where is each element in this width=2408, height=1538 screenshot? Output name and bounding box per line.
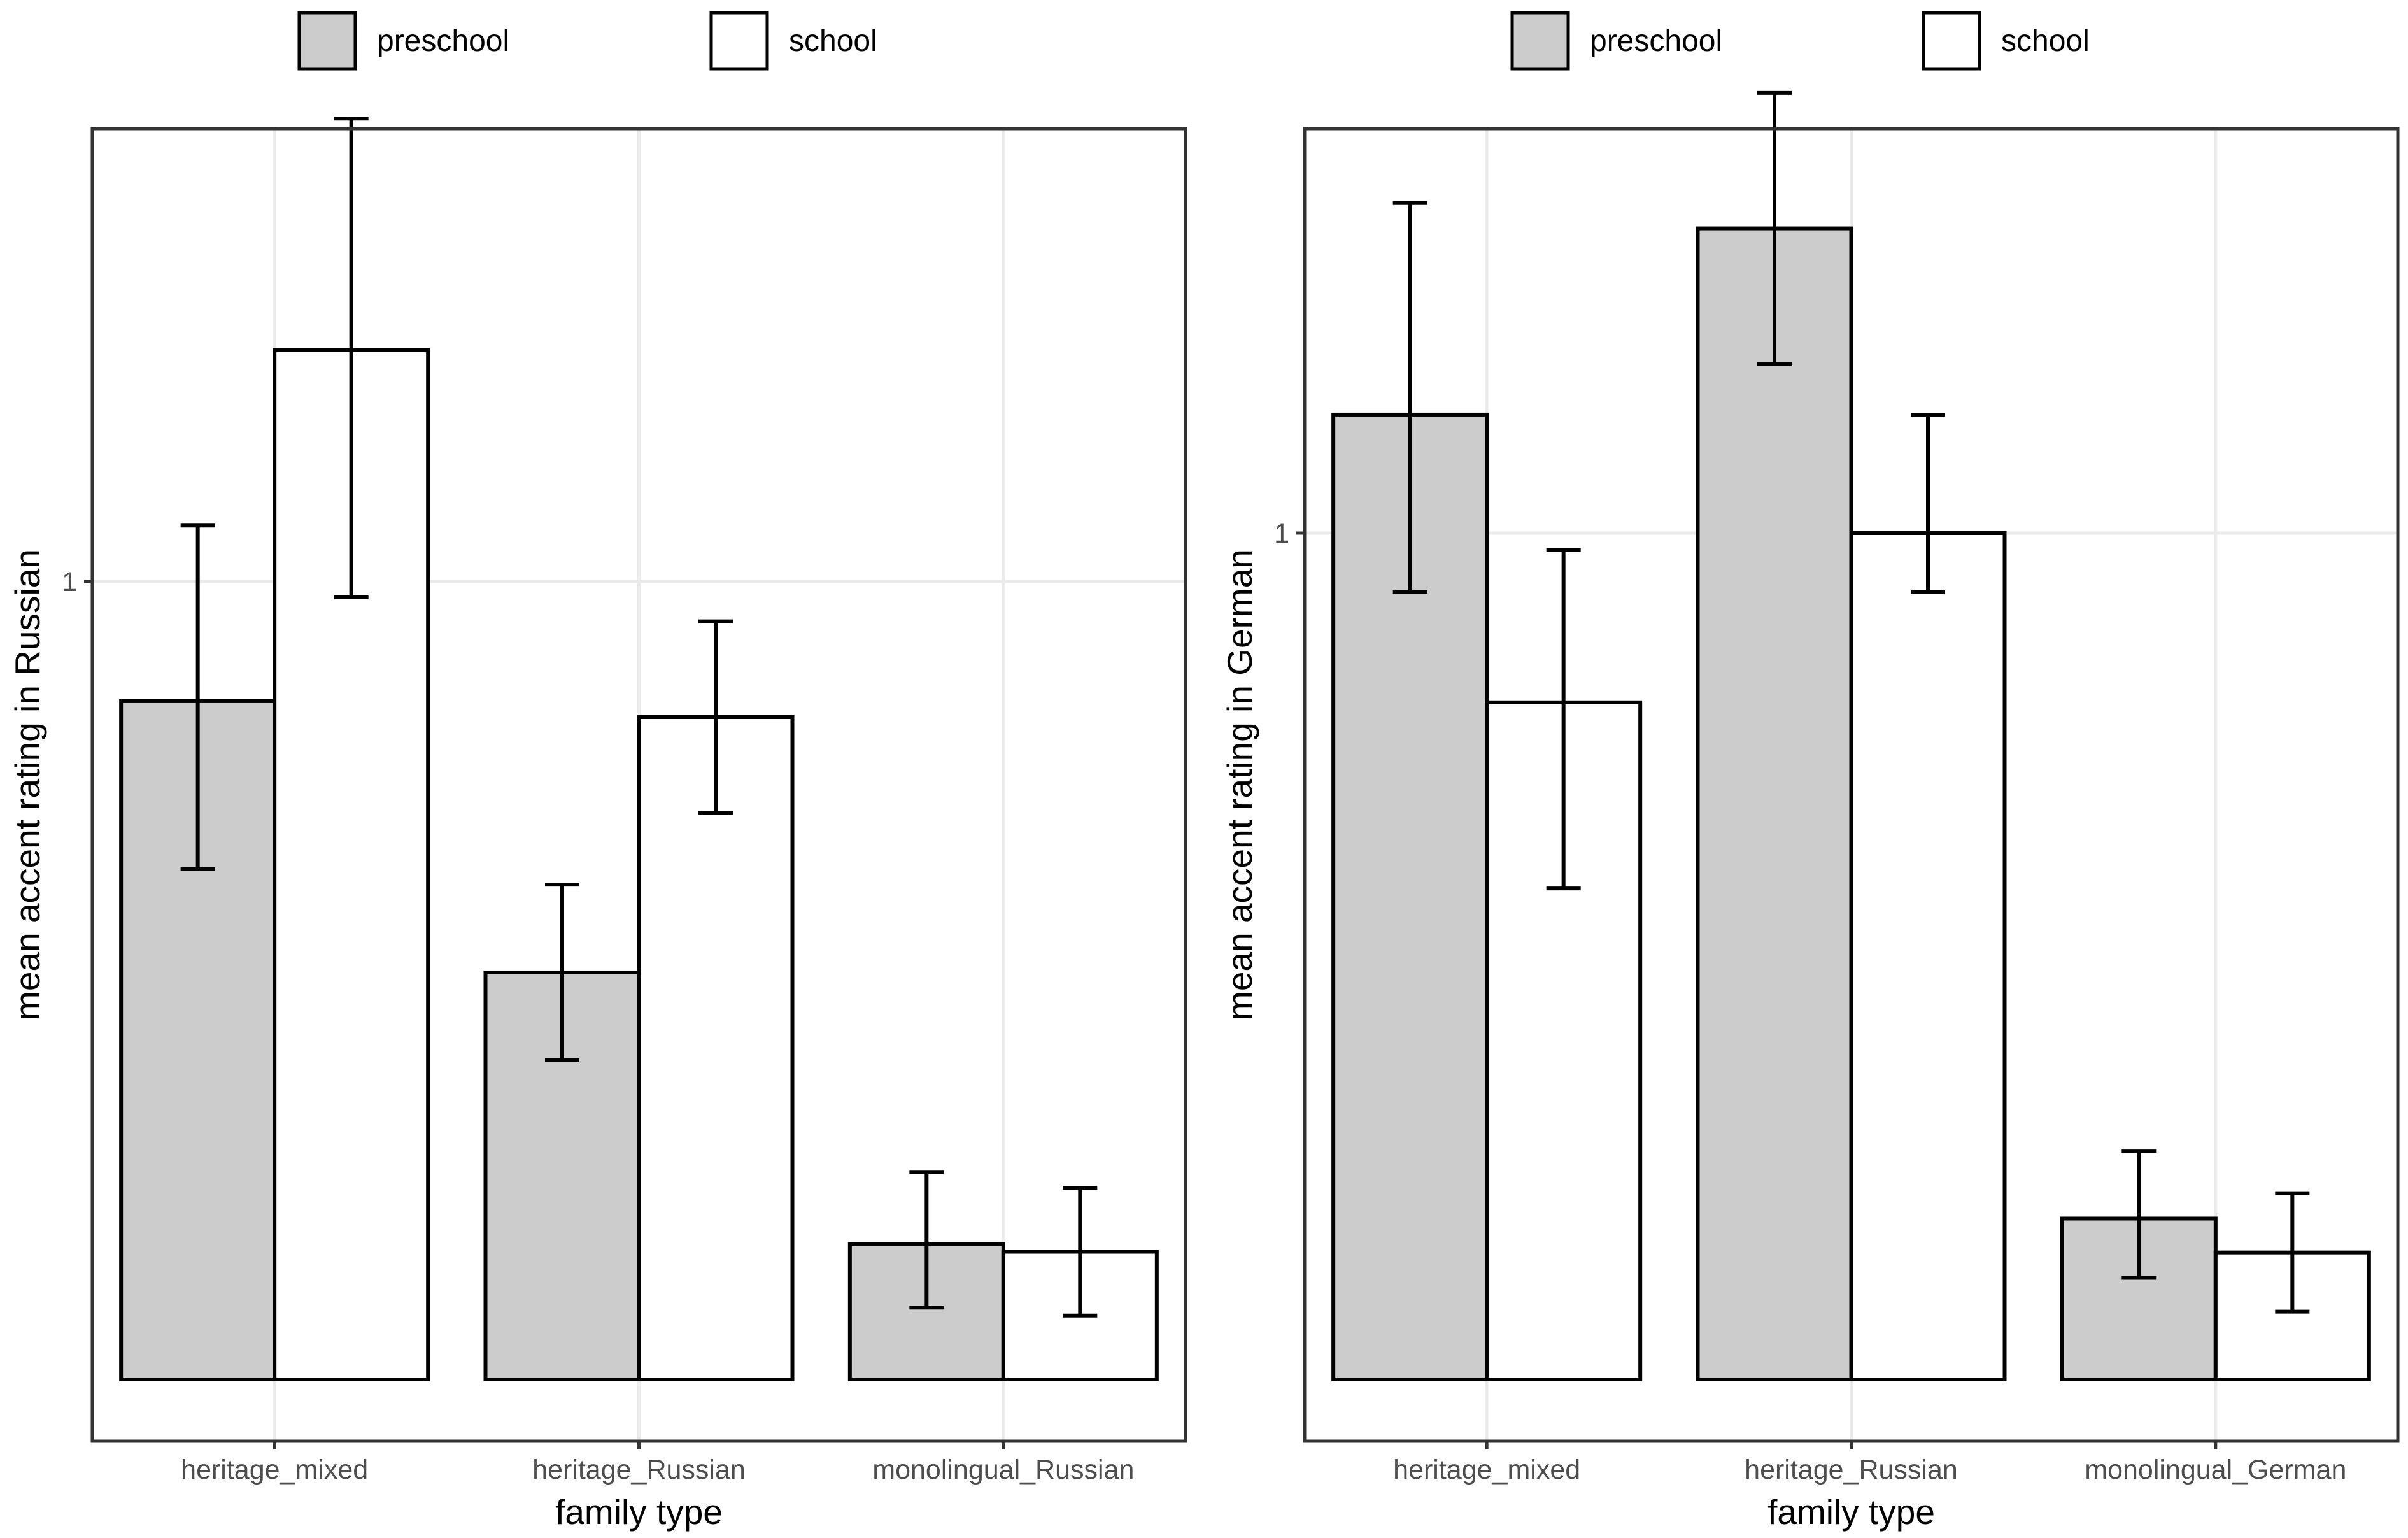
y-axis-title: mean accent rating in German [1220, 549, 1259, 1020]
error-bar-school-heritage_mixed [1546, 548, 1581, 891]
error-bar-preschool-heritage_Russian [545, 883, 579, 1062]
error-bar-preschool-monolingual_German [2121, 1149, 2157, 1280]
legend-label-preschool: preschool [377, 24, 509, 58]
error-bar-school-monolingual_Russian [1063, 1186, 1098, 1318]
legend-label-school: school [789, 24, 877, 58]
error-bar-preschool-heritage_mixed [1392, 201, 1427, 595]
error-bar-school-heritage_Russian [1911, 412, 1945, 595]
chart-panel-2: preschool school 1 heritage_mixed heritage_R… [1220, 11, 2400, 1532]
x-tick-label-heritage_Russian: heritage_Russian [532, 1455, 746, 1485]
error-bar-school-monolingual_German [2275, 1191, 2310, 1314]
legend-label-school: school [2001, 24, 2090, 58]
x-tick-label-monolingual_German: monolingual_German [2085, 1455, 2346, 1485]
error-bar-preschool-heritage_Russian [1757, 90, 1792, 366]
x-axis-title: family type [1767, 1492, 1935, 1532]
error-bar-preschool-monolingual_Russian [909, 1170, 944, 1310]
legend-label-preschool: preschool [1590, 24, 1722, 58]
y-axis-title: mean accent rating in Russian [8, 549, 47, 1020]
chart-panel-1: preschool school 1 heritage_mixed heritage_R… [8, 11, 1187, 1532]
y-tick-label: 1 [1274, 518, 1289, 549]
legend-key-school [709, 11, 769, 71]
error-bars [1392, 90, 2310, 1314]
legend-key-school [1922, 11, 1981, 71]
x-tick-label-monolingual_Russian: monolingual_Russian [872, 1455, 1134, 1485]
y-tick-label: 1 [62, 567, 77, 597]
error-bar-preschool-heritage_mixed [180, 523, 215, 871]
legend-key-preschool [1510, 11, 1570, 71]
bar-school-heritage_mixed [273, 348, 430, 1381]
x-tick-label-heritage_mixed: heritage_mixed [1393, 1455, 1580, 1485]
legend-key-preschool [297, 11, 357, 71]
bar-preschool-heritage_Russian [1696, 226, 1853, 1381]
x-axis-title: family type [555, 1492, 723, 1532]
bar-school-heritage_Russian [637, 715, 795, 1381]
error-bar-school-heritage_Russian [698, 619, 733, 815]
x-tick-label-heritage_Russian: heritage_Russian [1745, 1455, 1958, 1485]
bar-school-heritage_Russian [1849, 531, 2007, 1381]
error-bars [180, 117, 1098, 1318]
legend: preschool school [1510, 11, 2090, 71]
legend: preschool school [297, 11, 877, 71]
x-tick-label-heritage_mixed: heritage_mixed [181, 1455, 368, 1485]
error-bar-school-heritage_mixed [334, 117, 369, 600]
